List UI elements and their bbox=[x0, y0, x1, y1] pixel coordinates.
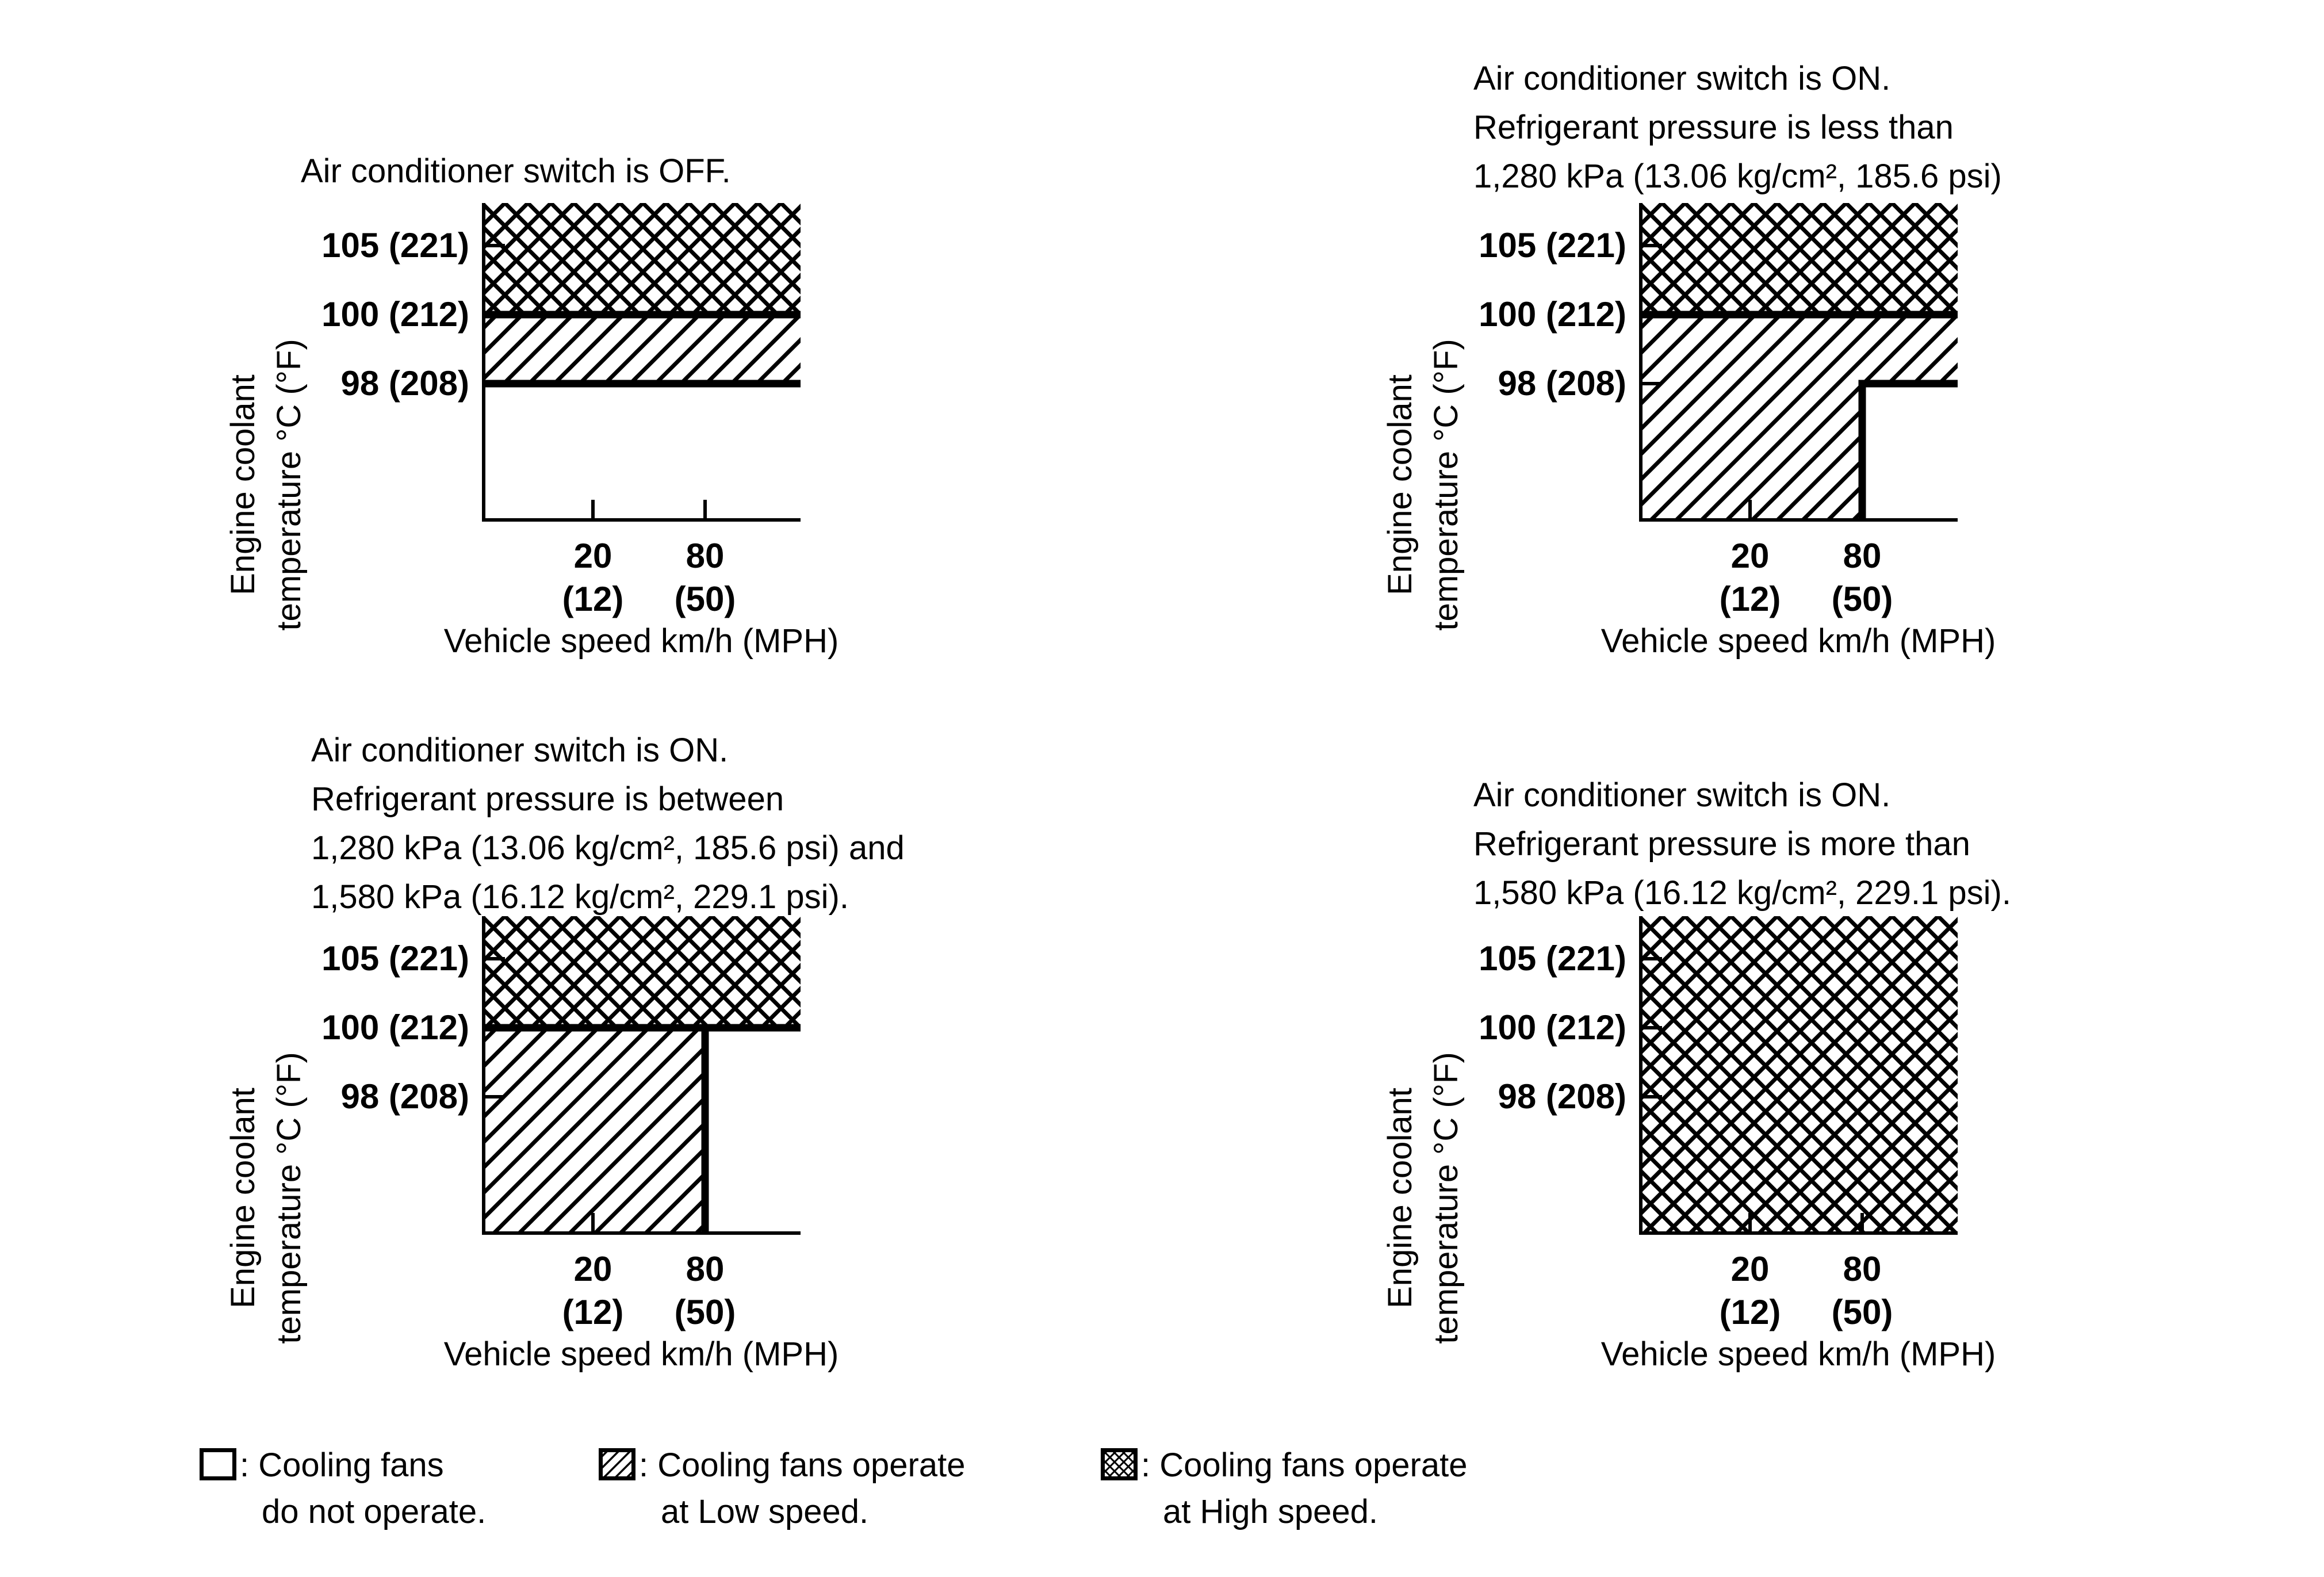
y-axis-label: Engine coolant temperature °C (°F) bbox=[220, 301, 312, 669]
legend-label-fans-off-line2: do not operate. bbox=[262, 1493, 487, 1530]
x-tick-label-12: (12) bbox=[1719, 1293, 1781, 1331]
plot-area bbox=[1639, 916, 1958, 1235]
y-tick-label-105: 105 (221) bbox=[1479, 226, 1626, 265]
chart-title: Air conditioner switch is OFF. bbox=[301, 147, 731, 196]
x-axis-title: Vehicle speed km/h (MPH) bbox=[1601, 622, 1996, 660]
boundary-98c-80kmh-step bbox=[1858, 380, 1958, 522]
y-axis-label-line2: temperature °C (°F) bbox=[270, 339, 308, 631]
plot-area bbox=[482, 916, 801, 1235]
legend-swatch-fans-low bbox=[599, 1448, 635, 1480]
chart-title-line: Air conditioner switch is ON. bbox=[311, 732, 729, 769]
y-axis-label-line1: Engine coolant bbox=[224, 1088, 262, 1308]
y-axis-label-line2: temperature °C (°F) bbox=[1427, 1052, 1465, 1344]
y-tick-label-98: 98 (208) bbox=[1498, 364, 1626, 403]
chart-title-line: Refrigerant pressure is between bbox=[311, 780, 784, 818]
y-axis-label: Engine coolant temperature °C (°F) bbox=[220, 1014, 312, 1382]
y-tick-label-98: 98 (208) bbox=[1498, 1077, 1626, 1116]
chart-title-line: 1,280 kPa (13.06 kg/cm², 185.6 psi) and bbox=[311, 829, 905, 867]
x-tick-label-50: (50) bbox=[1831, 1293, 1893, 1331]
x-tick-label-50: (50) bbox=[674, 580, 736, 618]
region-fans-low bbox=[1639, 315, 1958, 522]
legend-swatch-fans-off bbox=[200, 1448, 236, 1480]
y-tick-label-105: 105 (221) bbox=[321, 226, 469, 265]
chart-title: Air conditioner switch is ON. Refrigeran… bbox=[1473, 54, 2002, 201]
y-tick-label-100: 100 (212) bbox=[1479, 1008, 1626, 1047]
y-axis-label-line2: temperature °C (°F) bbox=[270, 1052, 308, 1344]
y-tick-label-98: 98 (208) bbox=[340, 1077, 469, 1116]
x-tick-label-80: 80 bbox=[686, 1250, 725, 1288]
chart-title-line: Refrigerant pressure is less than bbox=[1473, 109, 1954, 146]
legend-label-fans-low-line1: : Cooling fans operate bbox=[639, 1446, 966, 1484]
y-tick-marks bbox=[1639, 957, 1662, 1098]
plot-area bbox=[482, 203, 801, 522]
y-tick-label-105: 105 (221) bbox=[321, 939, 469, 978]
chart-ac-on-low-pressure: Air conditioner switch is ON. Refrigeran… bbox=[1381, 60, 2002, 660]
legend-label-fans-high-line2: at High speed. bbox=[1163, 1493, 1379, 1530]
region-fans-high bbox=[1639, 916, 1958, 1235]
chart-title-line: Refrigerant pressure is more than bbox=[1473, 825, 1970, 863]
x-tick-marks bbox=[591, 500, 707, 522]
y-tick-marks bbox=[482, 957, 505, 1098]
y-axis-label: Engine coolant temperature °C (°F) bbox=[1377, 1014, 1469, 1382]
chart-title-line: Air conditioner switch is OFF. bbox=[301, 152, 731, 190]
y-tick-label-98: 98 (208) bbox=[340, 364, 469, 403]
x-tick-label-12: (12) bbox=[562, 580, 624, 618]
chart-title-line: Air conditioner switch is ON. bbox=[1473, 776, 1891, 814]
y-axis-label-line1: Engine coolant bbox=[224, 374, 262, 595]
y-tick-label-100: 100 (212) bbox=[321, 1008, 469, 1047]
x-tick-marks bbox=[591, 1213, 707, 1235]
chart-title-line: 1,580 kPa (16.12 kg/cm², 229.1 psi). bbox=[311, 878, 849, 916]
region-fans-low bbox=[482, 315, 801, 384]
x-tick-label-50: (50) bbox=[674, 1293, 736, 1331]
chart-title-line: 1,580 kPa (16.12 kg/cm², 229.1 psi). bbox=[1473, 874, 2011, 912]
y-tick-label-100: 100 (212) bbox=[1479, 295, 1626, 334]
x-tick-label-80: 80 bbox=[1843, 1250, 1882, 1288]
y-axis-label-line1: Engine coolant bbox=[1381, 374, 1419, 595]
chart-title: Air conditioner switch is ON. Refrigeran… bbox=[311, 726, 905, 921]
y-axis-label-line2: temperature °C (°F) bbox=[1427, 339, 1465, 631]
x-tick-marks bbox=[1748, 500, 1864, 522]
x-axis-title: Vehicle speed km/h (MPH) bbox=[443, 1335, 839, 1373]
x-tick-label-20: 20 bbox=[1730, 537, 1770, 575]
x-tick-label-20: 20 bbox=[1730, 1250, 1770, 1288]
region-fans-high bbox=[482, 203, 801, 315]
chart-ac-on-mid-pressure: Air conditioner switch is ON. Refrigeran… bbox=[224, 732, 905, 1373]
region-fans-low bbox=[482, 1028, 705, 1235]
x-tick-label-50: (50) bbox=[1831, 580, 1893, 618]
legend-label-fans-low-line2: at Low speed. bbox=[661, 1493, 869, 1530]
y-tick-label-105: 105 (221) bbox=[1479, 939, 1626, 978]
x-tick-label-20: 20 bbox=[573, 1250, 612, 1288]
y-axis-label-line1: Engine coolant bbox=[1381, 1088, 1419, 1308]
x-tick-label-12: (12) bbox=[1719, 580, 1781, 618]
region-fans-high bbox=[482, 916, 801, 1028]
x-tick-label-20: 20 bbox=[573, 537, 612, 575]
chart-title: Air conditioner switch is ON. Refrigeran… bbox=[1473, 771, 2011, 917]
x-tick-label-80: 80 bbox=[1843, 537, 1882, 575]
y-axis-label: Engine coolant temperature °C (°F) bbox=[1377, 301, 1469, 669]
y-tick-marks bbox=[1639, 244, 1662, 385]
x-axis-title: Vehicle speed km/h (MPH) bbox=[443, 622, 839, 660]
x-tick-label-12: (12) bbox=[562, 1293, 624, 1331]
chart-ac-on-high-pressure: Air conditioner switch is ON. Refrigeran… bbox=[1381, 776, 2011, 1373]
legend-swatch-fans-high bbox=[1101, 1448, 1138, 1480]
plot-area bbox=[1639, 203, 1958, 522]
chart-ac-off: Air conditioner switch is OFF. Engine co… bbox=[224, 152, 839, 660]
x-axis-title: Vehicle speed km/h (MPH) bbox=[1601, 1335, 1996, 1373]
region-fans-high bbox=[1639, 203, 1958, 315]
legend-label-fans-high-line1: : Cooling fans operate bbox=[1141, 1446, 1468, 1484]
legend-label-fans-off-line1: : Cooling fans bbox=[240, 1446, 444, 1484]
x-tick-label-80: 80 bbox=[686, 537, 725, 575]
chart-title-line: 1,280 kPa (13.06 kg/cm², 185.6 psi) bbox=[1473, 158, 2002, 195]
y-tick-label-100: 100 (212) bbox=[321, 295, 469, 334]
x-tick-marks bbox=[1748, 1213, 1864, 1235]
chart-title-line: Air conditioner switch is ON. bbox=[1473, 60, 1891, 97]
